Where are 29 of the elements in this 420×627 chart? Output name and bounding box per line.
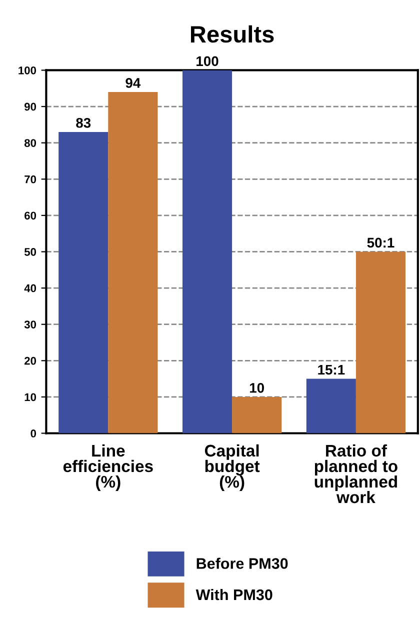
- data-label: 10: [250, 382, 264, 393]
- x-tick-label: Capital budget (%): [204, 444, 260, 492]
- bar: [58, 132, 108, 434]
- y-tick-label: 100: [18, 66, 36, 74]
- y-tick-label: 50: [24, 248, 36, 256]
- data-label: 83: [76, 118, 91, 128]
- data-label: 50:1: [367, 238, 394, 248]
- legend-label: Before PM30: [196, 558, 288, 569]
- y-tick-label: 60: [24, 212, 36, 220]
- chart-title: Results: [190, 25, 274, 43]
- y-tick-label: 10: [24, 393, 36, 402]
- y-tick-label: 30: [24, 320, 36, 328]
- data-label: 100: [196, 56, 218, 66]
- y-tick-label: 0: [30, 430, 36, 438]
- bar: [232, 396, 282, 434]
- bar: [108, 92, 158, 434]
- x-tick-label: Line efficiencies (%): [63, 444, 153, 491]
- bar: [182, 70, 232, 434]
- data-label: 15:1: [318, 364, 345, 375]
- y-tick-label: 20: [24, 356, 36, 365]
- x-tick-label: Ratio of planned to unplanned work: [314, 444, 398, 504]
- legend-label: With PM30: [196, 588, 272, 600]
- data-label: 94: [126, 78, 141, 88]
- y-tick-label: 80: [24, 139, 36, 147]
- bar: [306, 378, 356, 434]
- y-tick-label: 40: [24, 284, 36, 292]
- bar: [356, 252, 406, 434]
- y-tick-label: 70: [24, 175, 36, 184]
- y-tick-label: 90: [24, 102, 36, 111]
